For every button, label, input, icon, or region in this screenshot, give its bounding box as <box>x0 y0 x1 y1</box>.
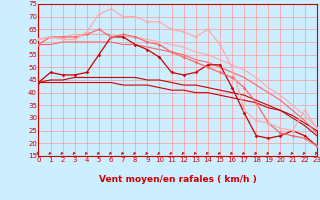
X-axis label: Vent moyen/en rafales ( km/h ): Vent moyen/en rafales ( km/h ) <box>99 174 256 184</box>
